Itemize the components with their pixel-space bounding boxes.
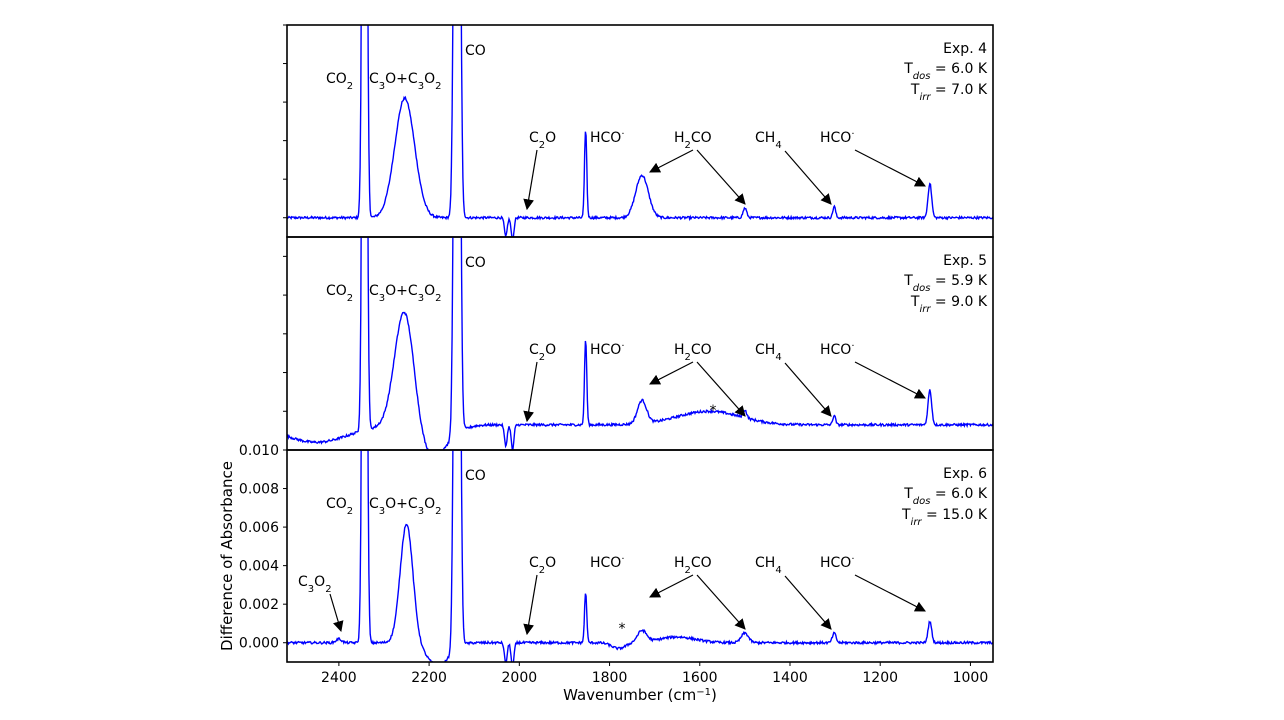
label-c2o: C2O: [529, 130, 556, 151]
y-tick-label: 0.010: [239, 443, 279, 459]
x-tick-label: 2000: [502, 670, 538, 686]
label-asterisk: *: [619, 621, 626, 637]
annotation-arrow: [854, 574, 926, 612]
experiment-label: Exp. 5: [943, 253, 987, 269]
annotation-arrow: [649, 361, 694, 385]
label-c2o: C2O: [529, 342, 556, 363]
label-hco-2: HCO·: [820, 554, 855, 572]
x-tick-label: 1200: [862, 670, 898, 686]
annotation-arrow: [329, 593, 344, 633]
spectrum-panel-1: CO2 C3O+C3O2 CO C2O HCO· H2CO CH4 HCO· Exp. 4 Tdo…: [283, 24, 994, 238]
spectrum-line: [287, 450, 993, 662]
label-ch4: CH4: [755, 342, 782, 363]
label-h2co: H2CO: [674, 130, 712, 151]
label-hco: HCO·: [590, 341, 625, 359]
annotation-arrow: [784, 150, 832, 205]
label-co2: CO2: [326, 283, 353, 304]
annotation-arrow: [696, 149, 746, 205]
annotation-arrow: [784, 575, 832, 630]
spectrum-panel-2: CO2 C3O+C3O2 CO C2O HCO· H2CO CH4 HCO· * Exp. 5 Td…: [283, 236, 994, 451]
label-co: CO: [465, 43, 486, 59]
label-co2: CO2: [326, 496, 353, 517]
annotation-arrow: [784, 362, 832, 417]
experiment-label: Exp. 4: [943, 41, 987, 57]
label-c2o: C2O: [529, 555, 556, 576]
spectrum-line: [287, 237, 993, 450]
label-c3o2: C3O2: [298, 574, 332, 595]
x-tick-label: 1600: [682, 670, 718, 686]
tdos-label: Tdos = 6.0 K: [903, 486, 988, 507]
y-tick-label: 0.004: [239, 559, 279, 575]
x-tick-label: 1800: [592, 670, 628, 686]
tirr-label: Tirr = 15.0 K: [901, 507, 988, 528]
spectrum-line: [287, 25, 993, 237]
label-asterisk: *: [710, 403, 717, 419]
y-tick-label: 0.006: [239, 520, 279, 536]
tdos-label: Tdos = 6.0 K: [903, 61, 988, 82]
tirr-label: Tirr = 7.0 K: [910, 82, 988, 103]
label-c3o-c3o2: C3O+C3O2: [369, 283, 441, 304]
label-co2: CO2: [326, 71, 353, 92]
annotation-arrow: [523, 361, 538, 423]
panel-frame: [286, 449, 994, 663]
tirr-label: Tirr = 9.0 K: [910, 294, 988, 315]
annotation-arrow: [696, 361, 746, 417]
y-tick-label: 0.008: [239, 482, 279, 498]
annotation-arrow: [649, 149, 694, 173]
label-h2co: H2CO: [674, 342, 712, 363]
label-hco-2: HCO·: [820, 129, 855, 147]
x-tick-label: 2200: [411, 670, 447, 686]
annotation-arrow: [523, 574, 538, 636]
label-h2co: H2CO: [674, 555, 712, 576]
panel-frame: [286, 236, 994, 451]
annotation-arrow: [696, 574, 746, 630]
annotation-arrow: [649, 574, 694, 598]
y-axis-label: Difference of Absorbance: [218, 461, 236, 651]
spectrum-panel-3: 0.000 0.002 0.004 0.006 0.008 0.010 CO2 C3O+C3O…: [239, 443, 994, 686]
x-tick-label: 2400: [321, 670, 357, 686]
y-tick-label: 0.002: [239, 597, 279, 613]
label-c3o-c3o2: C3O+C3O2: [369, 496, 441, 517]
label-c3o-c3o2: C3O+C3O2: [369, 71, 441, 92]
annotation-arrow: [854, 361, 926, 399]
label-hco-2: HCO·: [820, 341, 855, 359]
label-ch4: CH4: [755, 555, 782, 576]
label-co: CO: [465, 255, 486, 271]
experiment-label: Exp. 6: [943, 466, 987, 482]
y-tick-label: 0.000: [239, 636, 279, 652]
panel-frame: [286, 24, 994, 238]
x-tick-label: 1400: [772, 670, 808, 686]
label-hco: HCO·: [590, 554, 625, 572]
label-co: CO: [465, 468, 486, 484]
annotation-arrow: [523, 149, 538, 211]
annotation-arrow: [854, 149, 926, 187]
label-hco: HCO·: [590, 129, 625, 147]
label-ch4: CH4: [755, 130, 782, 151]
tdos-label: Tdos = 5.9 K: [903, 273, 988, 294]
x-tick-label: 1000: [953, 670, 989, 686]
x-axis-label: Wavenumber (cm−1): [563, 686, 717, 704]
